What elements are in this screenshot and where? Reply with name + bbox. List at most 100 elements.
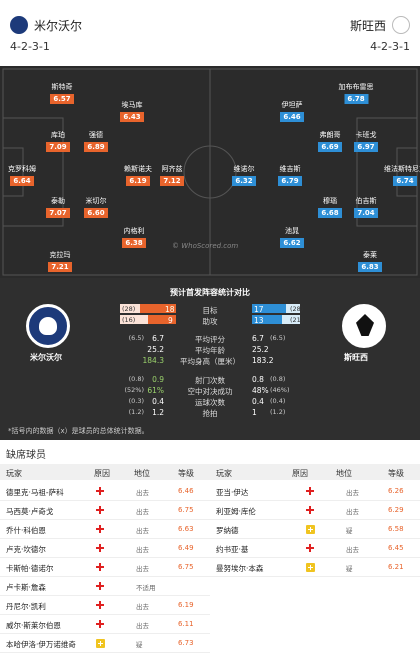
player-rating: 6.60 [84, 208, 108, 218]
home-player[interactable]: 阿齐兹 7.12 [160, 164, 184, 186]
player-rating: 7.04 [354, 208, 378, 218]
missing-player-row[interactable]: 卡斯帕·德诺尔 出去 6.75 [0, 558, 210, 577]
home-team-name: 米尔沃尔 [34, 18, 83, 33]
away-player[interactable]: 加布布雷思 6.78 [339, 82, 374, 104]
missing-player-status: 疑 [346, 527, 353, 535]
player-rating: 6.74 [393, 176, 417, 186]
home-player[interactable]: 克拉玛 7.21 [48, 250, 72, 272]
missing-player-rating: 6.46 [178, 487, 194, 495]
player-rating: 7.07 [46, 208, 70, 218]
stat-row: 184.3 平均身高（厘米） 183.2 [142, 356, 274, 366]
player-rating: 6.79 [278, 176, 302, 186]
stats-title: 预计首发阵容统计对比 [170, 288, 250, 297]
missing-player-row[interactable]: 卢卡斯·詹森 不适用 [0, 577, 210, 596]
player-rating: 7.12 [160, 176, 184, 186]
home-player[interactable]: 泰勒 7.07 [46, 196, 70, 218]
missing-player-rating: 6.63 [178, 525, 194, 533]
missing-title: 缺席球员 [6, 450, 46, 461]
player-rating: 6.32 [232, 176, 256, 186]
missing-player-status: 出去 [136, 489, 149, 497]
missing-player-status: 出去 [346, 546, 359, 554]
away-player[interactable]: 维法斯特尼克 6.74 [384, 164, 420, 186]
player-rating: 6.46 [280, 112, 304, 122]
injury-cross-icon [96, 487, 104, 495]
player-rating: 6.83 [358, 262, 382, 272]
missing-player-name: 卢克·坎德尔 [6, 545, 46, 554]
away-player[interactable]: 卡班戈 6.97 [354, 130, 378, 152]
away-player[interactable]: 弗朗哥 6.69 [318, 130, 342, 152]
missing-player-status: 疑 [136, 641, 143, 649]
missing-player-rating: 6.21 [388, 563, 404, 571]
player-name: 内格利 [123, 227, 145, 235]
player-name: 克拉玛 [49, 251, 71, 259]
player-rating: 6.78 [344, 94, 368, 104]
away-player[interactable]: 伯吉斯 7.04 [354, 196, 378, 218]
missing-player-row[interactable]: 曼努埃尔·本森 疑 6.21 [210, 558, 420, 577]
missing-player-rating: 6.11 [178, 620, 194, 628]
missing-player-row[interactable]: 亚当·伊达 出去 6.26 [210, 482, 420, 501]
millwall-crest-icon [10, 16, 28, 34]
injury-cross-icon [96, 525, 104, 533]
missing-player-name: 马西莫·卢奇戈 [6, 507, 54, 516]
injury-cross-icon [96, 563, 104, 571]
away-player[interactable]: 池晁 6.62 [280, 226, 304, 248]
injury-cross-icon [96, 601, 104, 609]
player-rating: 7.21 [48, 262, 72, 272]
missing-player-row[interactable]: 丹尼尔·凯利 出去 6.19 [0, 596, 210, 615]
away-team-header[interactable]: 斯旺西 [350, 16, 410, 34]
away-player[interactable]: 维诺尔 6.32 [232, 164, 256, 186]
stat-row: (0.3) 0.4 运球次数 0.4 (0.4) [128, 397, 286, 407]
missing-player-rating: 6.49 [178, 544, 194, 552]
stats-footnote: *括号内的数据（x）是球员的总体统计数据。 [8, 427, 149, 435]
stat-row: 25.2 平均年龄 25.2 [147, 345, 269, 355]
missing-player-rating: 6.75 [178, 563, 194, 571]
away-player[interactable]: 泰莱 6.83 [358, 250, 382, 272]
home-player[interactable]: 强德 6.89 [84, 130, 108, 152]
player-name: 维法斯特尼克 [384, 165, 420, 173]
away-player[interactable]: 穆瑙 6.68 [318, 196, 342, 218]
swansea-logo-icon [342, 304, 386, 348]
missing-player-row[interactable]: 约书亚·基 出去 6.45 [210, 539, 420, 558]
player-name: 克罗科姆 [8, 165, 36, 173]
away-player[interactable]: 伊坦萨 6.46 [280, 100, 304, 122]
stats-comparison-panel: 预计首发阵容统计对比 米尔沃尔 斯旺西 (28) 18 目标 17 (28) (… [0, 278, 420, 440]
missing-player-status: 出去 [136, 527, 149, 535]
home-player[interactable]: 内格利 6.38 [122, 226, 146, 248]
player-rating: 6.43 [120, 112, 144, 122]
missing-player-row[interactable]: 利亚姆·库伦 出去 6.29 [210, 501, 420, 520]
injury-cross-icon [306, 544, 314, 552]
missing-player-status: 出去 [346, 489, 359, 497]
player-rating: 7.09 [46, 142, 70, 152]
home-player[interactable]: 赖斯诺夫 6.19 [124, 164, 152, 186]
home-team-header[interactable]: 米尔沃尔 [10, 16, 82, 34]
missing-player-rating: 6.58 [388, 525, 404, 533]
stat-row: (6.5) 6.7 平均评分 6.7 (6.5) [128, 334, 286, 344]
player-name: 泰莱 [363, 251, 377, 259]
player-name: 强德 [89, 131, 103, 139]
injury-cross-icon [306, 487, 314, 495]
home-player[interactable]: 埃马库 6.43 [120, 100, 144, 122]
missing-player-row[interactable]: 罗纳德 疑 6.58 [210, 520, 420, 539]
missing-player-rating: 6.75 [178, 506, 194, 514]
player-rating: 6.19 [126, 176, 150, 186]
stats-away-name: 斯旺西 [344, 353, 368, 362]
player-name: 库珀 [51, 131, 65, 139]
missing-player-name: 亚当·伊达 [216, 488, 249, 497]
home-player[interactable]: 斯特奇 6.57 [50, 82, 74, 104]
missing-player-row[interactable]: 威尔·斯莱尔伯恩 出去 6.11 [0, 615, 210, 634]
player-name: 阿齐兹 [161, 165, 183, 173]
missing-player-rating: 6.73 [178, 639, 194, 647]
home-player[interactable]: 库珀 7.09 [46, 130, 70, 152]
player-rating: 6.64 [10, 176, 34, 186]
home-player[interactable]: 克罗科姆 6.64 [8, 164, 36, 186]
away-player[interactable]: 维吉斯 6.79 [278, 164, 302, 186]
missing-player-row[interactable]: 马西莫·卢奇戈 出去 6.75 [0, 501, 210, 520]
missing-player-row[interactable]: 德里克·马祖-萨科 出去 6.46 [0, 482, 210, 501]
millwall-logo-icon [26, 304, 70, 348]
missing-player-row[interactable]: 卢克·坎德尔 出去 6.49 [0, 539, 210, 558]
match-header: 米尔沃尔 4-2-3-1 斯旺西 4-2-3-1 [0, 0, 420, 66]
missing-player-rating: 6.45 [388, 544, 404, 552]
missing-player-row[interactable]: 乔什·科伯恩 出去 6.63 [0, 520, 210, 539]
home-player[interactable]: 米切尔 6.60 [84, 196, 108, 218]
missing-player-status: 出去 [346, 508, 359, 516]
